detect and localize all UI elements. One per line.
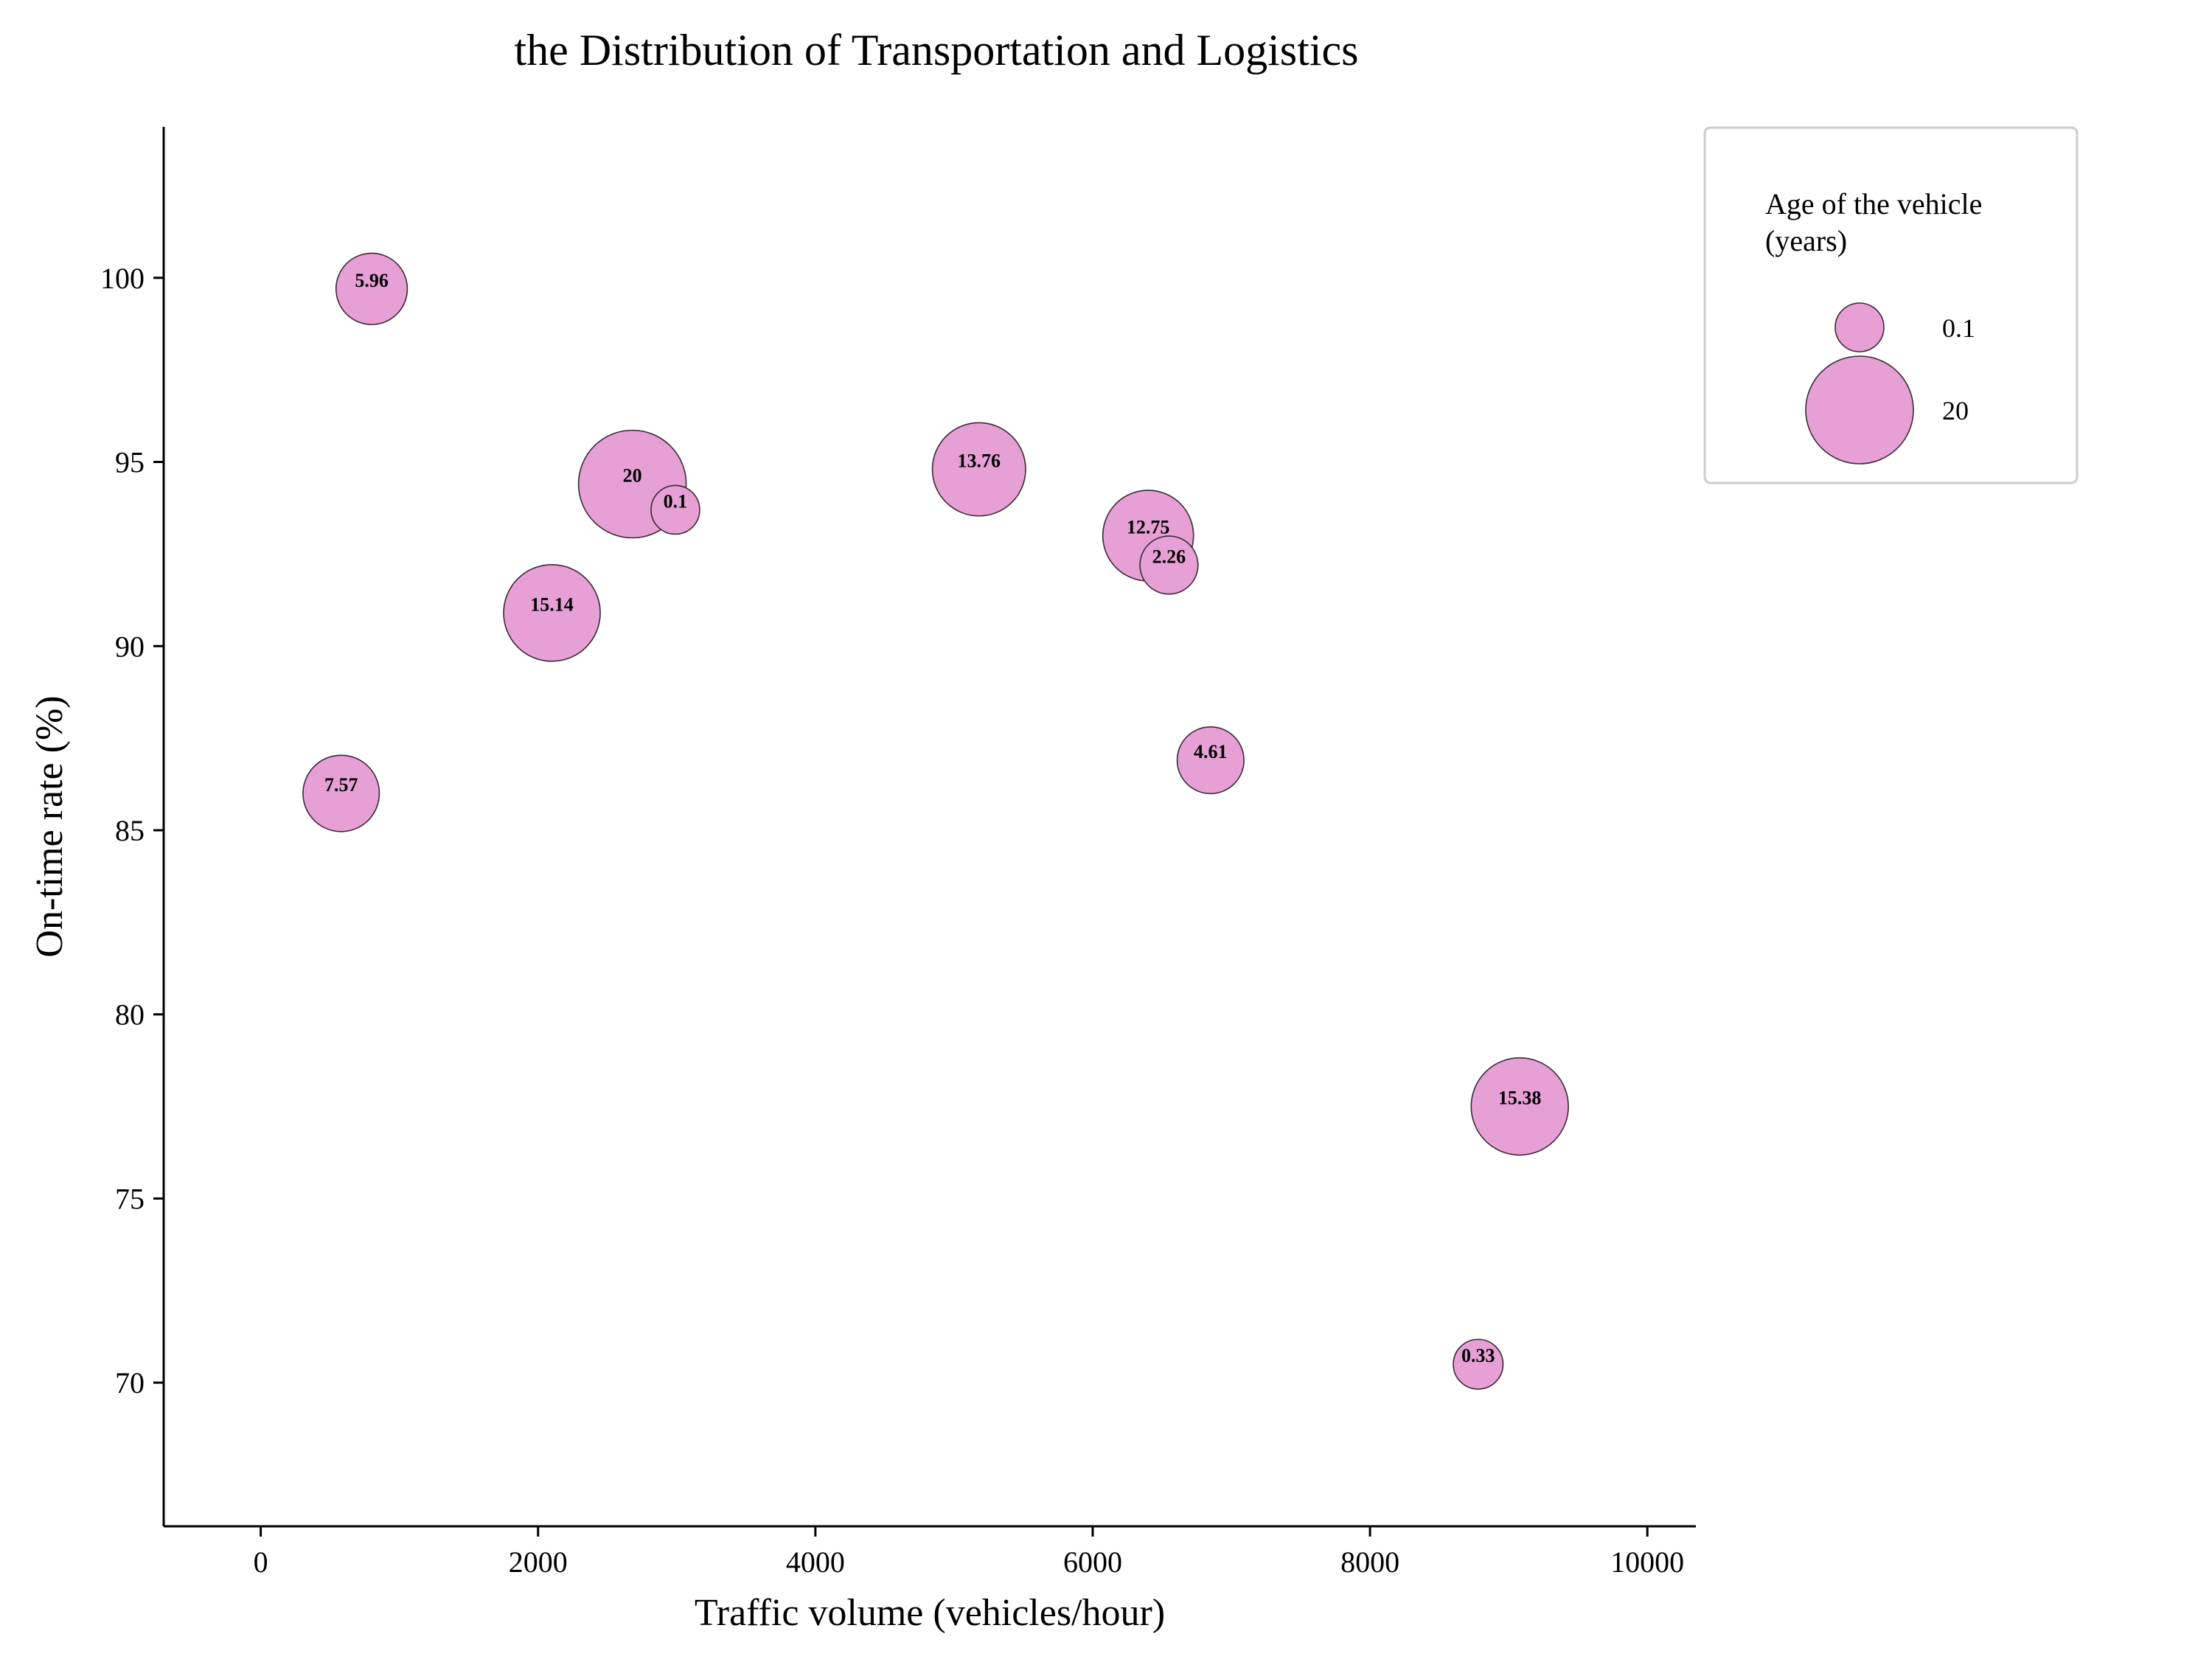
bubble xyxy=(1139,535,1199,595)
y-tick-label: 80 xyxy=(115,998,145,1032)
bubble-label: 4.61 xyxy=(1194,741,1228,762)
y-ticks: 70 75 80 85 90 95 100 xyxy=(100,262,164,1399)
y-tick-label: 90 xyxy=(115,630,145,663)
legend-entries: 0.1 20 xyxy=(1805,302,1975,465)
legend-label: 20 xyxy=(1942,396,1969,425)
legend-bubble xyxy=(1834,302,1885,352)
bubble xyxy=(302,754,380,832)
legend-box xyxy=(1703,126,2079,484)
bubble-label: 15.14 xyxy=(530,594,574,615)
bubble xyxy=(335,252,408,325)
x-tick-label: 2000 xyxy=(509,1545,568,1579)
bubbles: 5.96 20 0.1 13.76 12.75 2.26 15.14 7.57 4.61 15.3… xyxy=(302,252,1569,1390)
x-axis-label: Traffic volume (vehicles/hour) xyxy=(695,1592,1165,1634)
x-tick-label: 6000 xyxy=(1063,1545,1122,1579)
bubble-label: 15.38 xyxy=(1498,1088,1542,1109)
bubble xyxy=(931,422,1026,517)
bubble xyxy=(1453,1338,1504,1390)
legend-title-line: (years) xyxy=(1765,224,1847,257)
x-ticks: 0 2000 4000 6000 8000 10000 xyxy=(254,1526,1684,1579)
x-tick-label: 10000 xyxy=(1610,1545,1684,1579)
bubble-label: 13.76 xyxy=(958,451,1001,472)
bubble-label: 12.75 xyxy=(1127,516,1170,538)
y-tick-label: 95 xyxy=(115,446,145,479)
bubble xyxy=(650,484,700,535)
bubble-label: 0.1 xyxy=(664,490,688,512)
y-tick-label: 75 xyxy=(115,1182,145,1215)
size-legend: Age of the vehicle (years) 0.1 20 xyxy=(1703,126,2079,484)
x-tick-label: 4000 xyxy=(786,1545,845,1579)
legend-label: 0.1 xyxy=(1942,313,1975,343)
bubble-label: 0.33 xyxy=(1461,1345,1495,1366)
legend-title-line: Age of the vehicle xyxy=(1765,187,1982,220)
chart-title: the Distribution of Transportation and L… xyxy=(515,26,1359,74)
bubble-label: 5.96 xyxy=(355,270,389,291)
y-tick-label: 70 xyxy=(115,1366,145,1399)
bubble-label: 20 xyxy=(623,465,642,486)
legend-bubble xyxy=(1805,355,1914,465)
y-tick-label: 85 xyxy=(115,814,145,847)
y-axis-label: On-time rate (%) xyxy=(29,695,71,957)
bubble xyxy=(1470,1057,1569,1156)
x-tick-label: 8000 xyxy=(1340,1545,1399,1579)
x-tick-label: 0 xyxy=(254,1545,268,1579)
y-tick-label: 100 xyxy=(100,262,145,295)
legend-title: Age of the vehicle (years) xyxy=(1765,187,1982,257)
bubble xyxy=(503,563,601,662)
bubble xyxy=(1176,726,1245,795)
bubble-label: 7.57 xyxy=(324,774,358,796)
bubble-label: 2.26 xyxy=(1152,546,1186,567)
